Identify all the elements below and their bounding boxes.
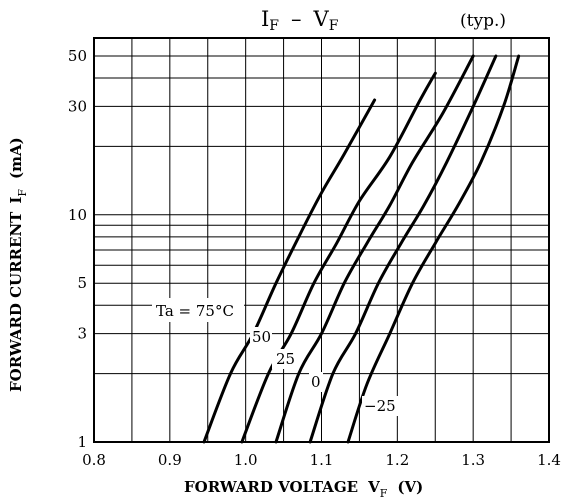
tick-labels: 0.8 0.9 1.0 1.1 1.2 1.3 1.4 1 3 5 10 30 50 <box>68 47 561 469</box>
curve-label-minus25: −25 <box>364 397 396 415</box>
x-tick-label: 1.3 <box>461 451 485 469</box>
title-note: (typ.) <box>460 11 506 31</box>
curve-label-0: 0 <box>311 373 321 391</box>
x-tick-label: 1.0 <box>234 451 258 469</box>
curve-label-50-background <box>250 327 272 347</box>
x-axis-label: FORWARD VOLTAGE VF (V) <box>184 478 423 499</box>
curves <box>202 54 521 444</box>
y-tick-label: 30 <box>68 97 87 115</box>
x-tick-label: 0.8 <box>82 451 106 469</box>
y-axis-label: FORWARD CURRENTIF(mA) <box>7 137 29 392</box>
legend-label-ta75: Ta = 75°C <box>156 302 234 320</box>
chart-title: IF – VF <box>261 7 339 34</box>
x-tick-label: 1.1 <box>310 451 334 469</box>
curve-label-25: 25 <box>276 350 295 368</box>
curve-label-25-background <box>272 349 296 369</box>
y-tick-label: 1 <box>77 433 87 451</box>
y-tick-label: 5 <box>77 274 87 292</box>
x-tick-label: 1.2 <box>385 451 409 469</box>
curve-ta-0 <box>308 54 498 444</box>
plot-area-frame <box>93 37 550 443</box>
curve-label-minus25-background <box>362 396 400 416</box>
x-tick-label: 0.9 <box>158 451 182 469</box>
legend-label-background <box>152 298 244 322</box>
curve-label-0-background <box>309 372 323 392</box>
curve-ta-50 <box>240 71 437 444</box>
curve-ta-25 <box>274 54 475 444</box>
curve-ta-75 <box>202 98 377 444</box>
x-tick-label: 1.4 <box>537 451 561 469</box>
y-tick-label: 10 <box>68 206 87 224</box>
curve-label-50: 50 <box>252 328 271 346</box>
y-tick-label: 3 <box>77 325 87 343</box>
y-tick-label: 50 <box>68 47 87 65</box>
curve-ta-minus25 <box>346 54 521 444</box>
